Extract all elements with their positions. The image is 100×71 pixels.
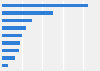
Bar	[2, 34, 22, 37]
Bar	[2, 49, 19, 52]
Bar	[2, 64, 8, 67]
Bar	[2, 41, 20, 45]
Bar	[2, 11, 52, 15]
Bar	[2, 26, 26, 30]
Bar	[2, 19, 32, 22]
Bar	[2, 56, 15, 60]
Bar	[2, 4, 88, 7]
